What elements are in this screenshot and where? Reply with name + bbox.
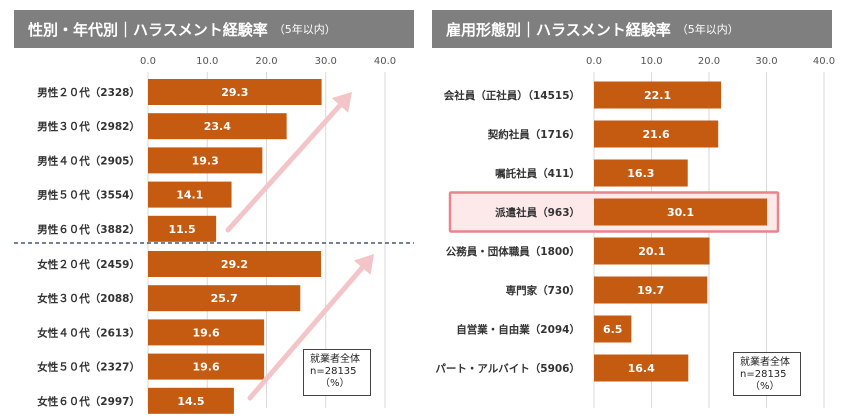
chart-0-tick-label: 0.0 <box>140 56 156 67</box>
chart-0-data-label: 14.5 <box>177 395 204 408</box>
chart-0-data-label: 25.7 <box>211 292 238 305</box>
chart-0-category-label: 女性５０代（2327） <box>37 361 140 374</box>
chart-0-data-label: 14.1 <box>176 189 203 202</box>
chart-0-data-label: 29.2 <box>221 258 248 271</box>
chart-0-category-label: 男性２０代（2328） <box>37 86 140 99</box>
chart-0-bar <box>148 113 287 140</box>
left-chart-title: 性別・年代別｜ハラスメント経験率 <box>28 20 268 39</box>
chart-0-category-label: 女性３０代（2088） <box>37 292 140 305</box>
chart-0-bar <box>148 147 263 174</box>
chart-0-bar <box>148 285 301 312</box>
chart-1-category-label: 契約社員（1716） <box>487 128 580 141</box>
chart-1-category-label: 専門家（730） <box>506 284 580 297</box>
chart-0-bar <box>148 251 322 277</box>
chart-1-data-label: 20.1 <box>638 245 665 258</box>
chart-0-category-label: 女性６０代（2997） <box>37 395 140 408</box>
left-chart-header: 性別・年代別｜ハラスメント経験率 （5年以内） <box>14 10 414 48</box>
chart-1-tick-label: 10.0 <box>640 56 662 67</box>
left-note-line-2: n=28135 <box>310 366 357 377</box>
right-chart-title-note: （5年以内） <box>676 23 739 36</box>
male-trend-arrow <box>225 102 343 233</box>
chart-1-category-label: 自営業・自由業（2094） <box>456 323 580 336</box>
chart-1-category-label: パート・アルバイト（5906） <box>435 362 580 375</box>
chart-0-data-label: 19.6 <box>192 326 219 339</box>
chart-1-data-label: 16.3 <box>627 167 654 180</box>
female-trend-arrow-head <box>353 254 374 275</box>
chart-0-bar <box>148 181 232 208</box>
chart-1-category-label: 派遣社員（963） <box>495 206 580 219</box>
male-trend-arrow-head <box>331 92 352 113</box>
right-note-line-3: （%） <box>750 381 780 392</box>
chart-1-bar <box>594 315 632 343</box>
chart-0-category-label: 男性５０代（3554） <box>37 189 140 202</box>
chart-1-tick-label: 30.0 <box>755 56 777 67</box>
chart-1-tick-label: 20.0 <box>698 56 720 67</box>
chart-0-data-label: 23.4 <box>204 120 231 133</box>
chart-0-data-label: 19.6 <box>192 361 219 374</box>
chart-0-bar <box>148 353 265 380</box>
chart-0-tick-label: 30.0 <box>315 56 337 67</box>
chart-0-tick-label: 40.0 <box>374 56 396 67</box>
chart-1-data-label: 22.1 <box>644 89 671 102</box>
right-note-line-2: n=28135 <box>740 369 787 380</box>
chart-1-tick-label: 0.0 <box>586 56 602 67</box>
chart-1-data-label: 30.1 <box>667 206 694 219</box>
chart-0-bar <box>148 215 217 242</box>
chart-1-bar <box>594 159 688 187</box>
chart-1-tick-label: 40.0 <box>813 56 835 67</box>
chart-1-category-label: 嘱託社員（411） <box>495 167 580 180</box>
female-trend-arrow <box>247 265 365 401</box>
chart-0-data-label: 19.3 <box>192 154 219 167</box>
chart-0-data-label: 11.5 <box>168 223 195 236</box>
chart-1-bar <box>594 354 689 382</box>
left-note-box: 就業者全体 n=28135 （%） <box>303 349 371 396</box>
right-chart-header: 雇用形態別｜ハラスメント経験率 （5年以内） <box>432 10 832 48</box>
left-chart-title-note: （5年以内） <box>273 23 336 36</box>
chart-1-bar <box>594 81 722 109</box>
chart-1-category-label: 会社員（正社員）（14515） <box>444 89 580 102</box>
chart-1-bar <box>594 198 768 226</box>
chart-1-data-label: 19.7 <box>637 284 664 297</box>
chart-0-category-label: 女性２０代（2459） <box>37 258 140 271</box>
chart-1-data-label: 6.5 <box>603 323 623 336</box>
left-note-line-1: 就業者全体 <box>310 354 360 365</box>
chart-0-category-label: 男性６０代（3882） <box>37 223 140 236</box>
chart-0-bar <box>148 319 265 346</box>
chart-0-bar <box>148 387 234 414</box>
chart-0-data-label: 29.3 <box>221 86 248 99</box>
chart-0-category-label: 男性３０代（2982） <box>37 120 140 133</box>
right-chart-title: 雇用形態別｜ハラスメント経験率 <box>446 20 671 39</box>
chart-0-tick-label: 10.0 <box>196 56 218 67</box>
chart-1-category-label: 公務員・団体職員（1800） <box>446 245 580 258</box>
chart-0-tick-label: 20.0 <box>255 56 277 67</box>
chart-0-bar <box>148 79 322 105</box>
right-note-box: 就業者全体 n=28135 （%） <box>733 352 801 396</box>
chart-1-data-label: 21.6 <box>643 128 670 141</box>
right-note-line-1: 就業者全体 <box>740 357 790 368</box>
chart-1-bar <box>594 276 708 304</box>
chart-1-bar <box>594 120 719 148</box>
left-note-line-3: （%） <box>320 378 350 389</box>
chart-1-bar <box>594 237 710 265</box>
chart-0-category-label: 男性４０代（2905） <box>37 154 140 167</box>
chart-1-data-label: 16.4 <box>628 362 655 375</box>
chart-0-category-label: 女性４０代（2613） <box>37 326 140 339</box>
